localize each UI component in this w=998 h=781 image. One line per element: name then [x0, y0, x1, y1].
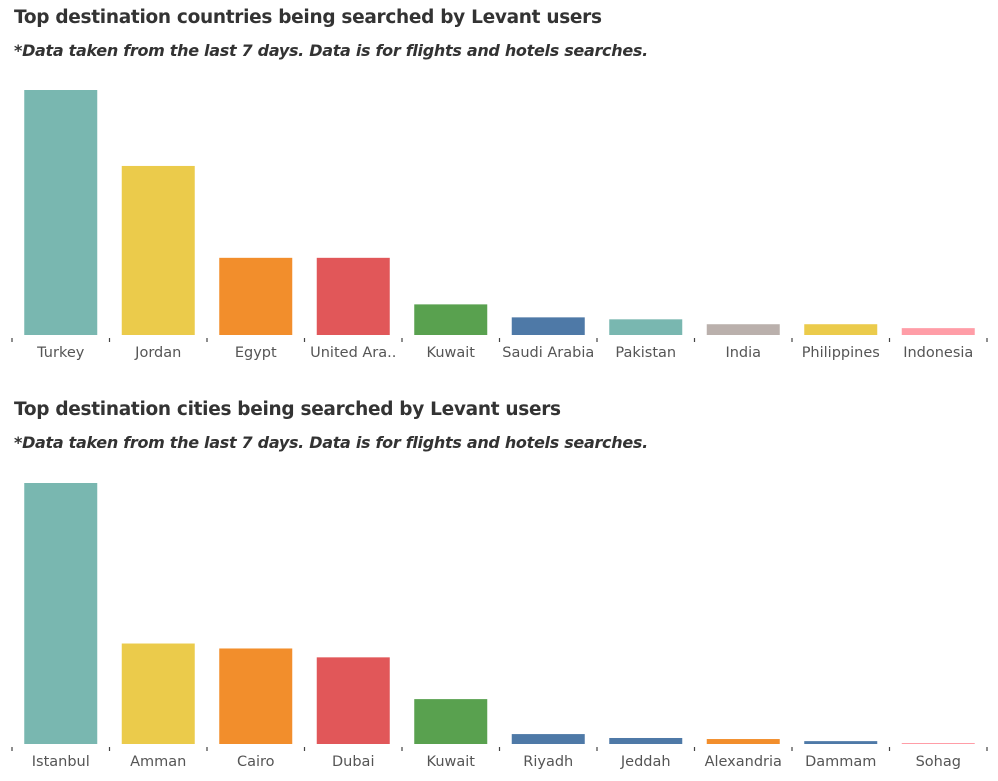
- bar-philippines[interactable]: [804, 324, 878, 335]
- cities-chart-panel: Top destination cities being searched by…: [0, 392, 998, 781]
- chart-title: Top destination countries being searched…: [14, 7, 602, 28]
- x-tick-label: Indonesia: [903, 345, 973, 361]
- bar-kuwait[interactable]: [414, 304, 488, 335]
- x-tick-label: Jordan: [134, 345, 181, 361]
- x-tick-label: Alexandria: [705, 754, 782, 770]
- x-tick-label: Kuwait: [427, 345, 476, 361]
- x-tick-label: Cairo: [237, 754, 275, 770]
- bar-sohag[interactable]: [901, 743, 975, 744]
- x-tick-label: Dammam: [805, 754, 876, 770]
- bar-dammam[interactable]: [804, 741, 878, 744]
- x-tick-label: Philippines: [802, 345, 880, 361]
- cities-bar-chart: Istanbul Amman Cairo Dubai Kuwait Riyadh Jedda…: [11, 483, 988, 770]
- bar-jordan[interactable]: [121, 165, 195, 335]
- bar-cairo[interactable]: [219, 648, 293, 744]
- bar-kuwait[interactable]: [414, 699, 488, 744]
- bar-riyadh[interactable]: [511, 734, 585, 744]
- x-tick-label: Amman: [130, 754, 186, 770]
- bar-egypt[interactable]: [219, 257, 293, 335]
- x-tick-label: Sohag: [916, 754, 961, 770]
- bar-pakistan[interactable]: [609, 319, 683, 335]
- x-tick-label: Dubai: [332, 754, 374, 770]
- x-tick-label: Istanbul: [32, 754, 90, 770]
- x-tick-label: Jeddah: [620, 754, 671, 770]
- countries-bar-chart: Turkey Jordan Egypt United Ara.. Kuwait Saudi…: [11, 90, 988, 361]
- x-tick-label: Egypt: [235, 345, 277, 361]
- bar-india[interactable]: [706, 324, 780, 335]
- x-tick-label: Riyadh: [523, 754, 573, 770]
- bar-alexandria[interactable]: [706, 739, 780, 744]
- chart-subtitle: *Data taken from the last 7 days. Data i…: [14, 433, 648, 452]
- x-tick-label: Kuwait: [427, 754, 476, 770]
- bar-united-ara[interactable]: [316, 257, 390, 335]
- x-tick-label: United Ara..: [310, 345, 396, 361]
- bar-indonesia[interactable]: [901, 328, 975, 335]
- bar-jeddah[interactable]: [609, 737, 683, 744]
- x-tick-label: India: [725, 345, 761, 361]
- x-tick-label: Saudi Arabia: [502, 345, 594, 361]
- bar-turkey[interactable]: [24, 90, 98, 335]
- bar-amman[interactable]: [121, 643, 195, 744]
- x-tick-label: Turkey: [36, 345, 85, 361]
- countries-chart-panel: Top destination countries being searched…: [0, 0, 998, 390]
- x-tick-label: Pakistan: [615, 345, 676, 361]
- chart-title: Top destination cities being searched by…: [14, 399, 561, 420]
- bar-istanbul[interactable]: [24, 483, 98, 744]
- chart-subtitle: *Data taken from the last 7 days. Data i…: [14, 41, 648, 60]
- bar-saudi-arabia[interactable]: [511, 317, 585, 335]
- bar-dubai[interactable]: [316, 657, 390, 744]
